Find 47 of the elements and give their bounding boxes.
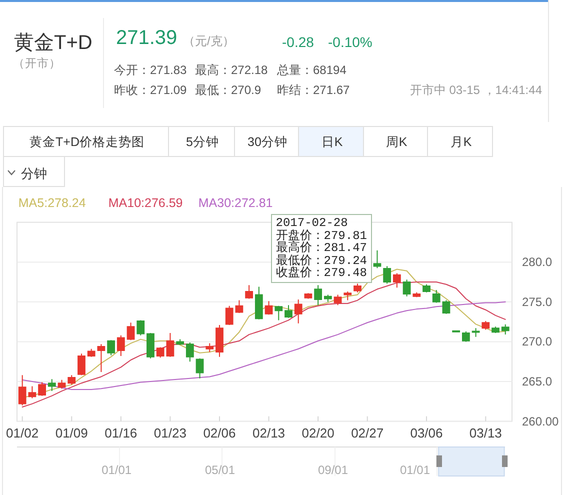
text: 昨结：271.67 bbox=[277, 83, 350, 97]
annotation: 最高价：281.47 bbox=[276, 241, 367, 255]
y-tick-label: 275.0 bbox=[522, 294, 552, 309]
y-tick-label: 280.0 bbox=[522, 255, 552, 270]
text: 开市中 03-15 ，14:41:44 bbox=[410, 83, 542, 97]
x-tick-label: 01/16 bbox=[104, 426, 138, 440]
chart-subtitle: （开市） bbox=[13, 58, 61, 71]
y-tick-label: 260.00 bbox=[522, 414, 560, 428]
text: -0.28 bbox=[282, 34, 314, 50]
x-tick-label: 01/23 bbox=[154, 426, 186, 440]
text: 今开：271.83 bbox=[114, 63, 187, 77]
chart-title: 黄金T+D bbox=[14, 32, 92, 54]
annotation: 2017-02-28 bbox=[276, 216, 349, 230]
text: （元/克） bbox=[183, 34, 234, 48]
x-tick-label: 03/13 bbox=[469, 426, 502, 440]
x-tick-label: 01/02 bbox=[6, 426, 39, 440]
annotation: 收盘价：279.48 bbox=[276, 266, 367, 280]
text: 01/01 bbox=[400, 462, 430, 476]
x-tick-label: 02/27 bbox=[351, 426, 384, 440]
annotation: 开盘价：279.81 bbox=[276, 228, 367, 242]
x-tick-label: 03/06 bbox=[410, 426, 443, 440]
tab-button: 月K bbox=[427, 126, 493, 157]
y-tick-label: 270.0 bbox=[522, 334, 552, 349]
text: 昨收：271.09 bbox=[114, 83, 187, 97]
text: 01/01 bbox=[102, 462, 132, 476]
text: 最低：270.9 bbox=[195, 83, 262, 97]
text: 总量：68194 bbox=[277, 63, 346, 77]
x-tick-label: 01/09 bbox=[55, 426, 88, 440]
annotation: 最低价：279.24 bbox=[276, 254, 367, 268]
text: 05/01 bbox=[204, 462, 236, 476]
x-tick-label: 02/06 bbox=[203, 426, 236, 440]
text: 271.39 bbox=[116, 26, 178, 48]
legend-item: MA5:278.24 bbox=[18, 196, 86, 210]
tab-button: 30分钟 bbox=[234, 126, 299, 157]
x-tick-label: 02/13 bbox=[252, 426, 286, 440]
text: 最高：272.18 bbox=[195, 63, 268, 77]
tab-button: 黄金T+D价格走势图 bbox=[3, 126, 169, 157]
legend-item: MA10:276.59 bbox=[108, 196, 183, 210]
legend-item: MA30:272.81 bbox=[198, 196, 273, 210]
text: 09/01 bbox=[318, 462, 348, 476]
text: -0.10% bbox=[328, 34, 372, 50]
text: 分钟 bbox=[21, 166, 47, 180]
tab-button: 周K bbox=[363, 126, 428, 157]
y-tick-label: 265.0 bbox=[522, 374, 552, 388]
x-tick-label: 02/20 bbox=[302, 426, 334, 440]
tab-button: 5分钟 bbox=[168, 126, 235, 157]
tab-button: 日K bbox=[298, 126, 364, 157]
